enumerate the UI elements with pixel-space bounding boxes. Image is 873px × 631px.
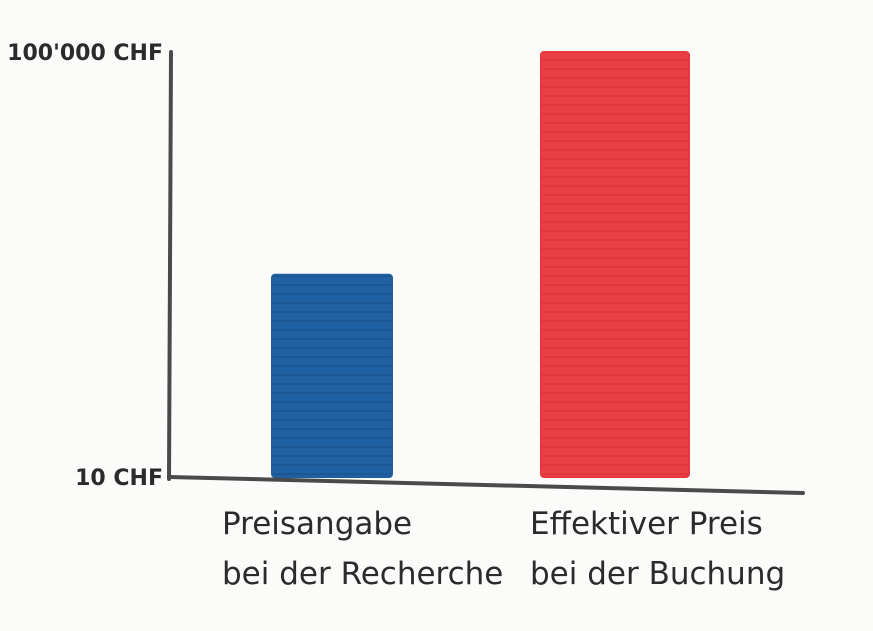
x-category-label-2-line-1: Effektiver Preis (530, 506, 763, 542)
y-tick-label-1: 10 CHF (75, 466, 163, 491)
x-category-label-1-line-2: bei der Recherche (222, 556, 503, 592)
x-axis (167, 475, 805, 495)
x-category-label-2-line-2: bei der Buchung (530, 556, 785, 592)
bar-1 (271, 273, 393, 478)
y-tick-label-2: 100'000 CHF (7, 41, 163, 66)
bar-2 (540, 51, 690, 478)
y-axis (167, 50, 173, 481)
x-category-label-1-line-1: Preisangabe (222, 506, 412, 542)
